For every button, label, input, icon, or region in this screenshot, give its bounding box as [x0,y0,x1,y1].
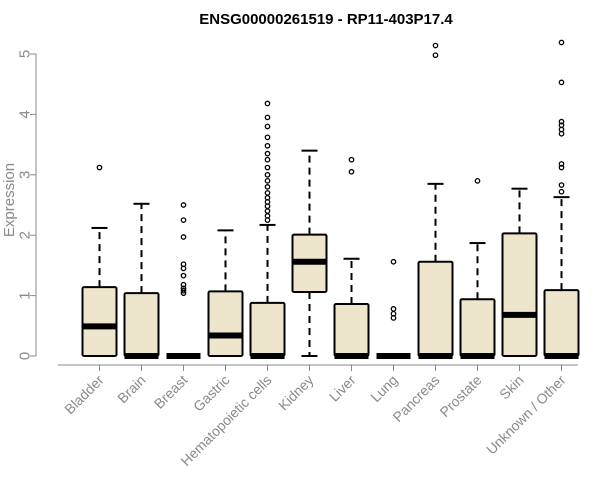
outlier-point [264,208,271,214]
box [543,289,580,357]
x-tick-label: Unknown / Other [483,372,569,458]
y-tick-label: 1 [16,291,33,299]
outlier-point [264,114,271,121]
x-tick-label: Liver [326,372,359,405]
outlier-point [264,150,271,157]
x-tick-label: Pancreas [389,372,442,425]
y-tick-label: 3 [16,171,33,179]
x-tick-label: Prostate [436,372,484,420]
y-tick-label: 5 [16,50,33,58]
outlier-point [96,164,103,171]
y-tick-label: 0 [16,352,33,360]
box [459,298,496,357]
box [501,232,538,357]
outlier-point [558,164,565,171]
box [417,260,454,357]
y-tick-label: 2 [16,231,33,239]
outlier-point [558,182,565,188]
box [249,301,286,357]
outlier-point [264,171,271,178]
box [123,292,160,357]
outlier-point [390,258,397,265]
y-axis-label: Expression [1,163,18,237]
chart-title: ENSG00000261519 - RP11-403P17.4 [199,11,453,28]
outlier-point [264,190,271,196]
outlier-point [264,177,271,184]
x-tick-label: Lung [367,372,400,405]
outlier-point [180,202,187,208]
x-tick-label: Kidney [275,372,317,414]
outlier-point [180,285,187,292]
outlier-point [432,42,439,49]
outlier-point [558,39,565,46]
outlier-point [558,122,565,129]
y-tick-label: 4 [16,110,33,118]
outlier-point [180,272,187,279]
outlier-point [264,142,271,149]
outlier-point [180,234,187,240]
outlier-point [264,184,271,190]
x-tick-label: Breast [151,372,191,412]
box [333,303,370,357]
outlier-point [474,177,481,184]
outlier-point [264,156,271,163]
x-tick-label: Skin [496,372,527,403]
outlier-point [264,100,271,107]
outlier-point [348,168,355,175]
outlier-point [264,164,271,171]
outlier-point [180,261,187,268]
outlier-point [558,118,565,125]
outlier-point [432,52,439,59]
outlier-point [558,161,565,167]
outlier-point [390,306,397,312]
outlier-point [180,217,187,223]
outlier-point [558,188,565,195]
outlier-point [348,156,355,163]
box [207,290,244,358]
box [81,286,118,358]
outlier-point [180,287,187,294]
outlier-point [264,123,271,130]
outlier-point [264,134,271,141]
outlier-point [558,79,565,86]
outlier-point [180,281,187,288]
x-tick-label: Bladder [61,372,107,418]
x-tick-label: Brain [114,372,148,406]
